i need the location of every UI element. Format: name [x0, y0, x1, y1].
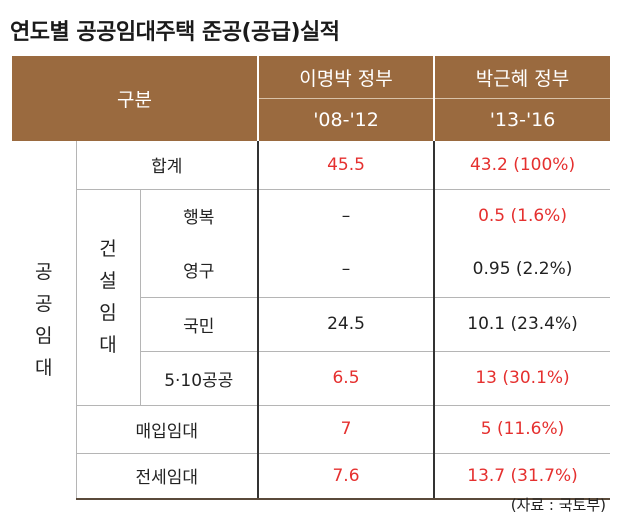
table-row-national: 국민 24.5 10.1 (23.4%)	[12, 296, 611, 351]
cell-total-gov2: 43.2 (100%)	[433, 141, 611, 189]
cell-purchase-gov1: 7	[257, 404, 435, 453]
header-row-2: '08-'12 '13-'16	[12, 98, 611, 141]
page-title: 연도별 공공임대주택 준공(공급)실적	[10, 20, 340, 45]
row-label-public510: 5·10공공	[140, 350, 259, 405]
table-row-perm: 영구 – 0.95 (2.2%)	[12, 242, 611, 297]
cell-total-gov1: 45.5	[257, 141, 435, 189]
cell-public510-gov2: 13 (30.1%)	[433, 350, 611, 405]
row-label-national: 국민	[140, 296, 259, 351]
row-label-jeonse: 전세임대	[76, 452, 259, 500]
cell-happy-gov2: 0.5 (1.6%)	[433, 188, 611, 242]
cell-jeonse-gov1: 7.6	[257, 452, 435, 500]
header-gov1-name: 이명박 정부	[257, 56, 435, 99]
row-label-perm: 영구	[183, 261, 215, 282]
cell-perm-gov2: 0.95 (2.2%)	[433, 242, 611, 297]
row-label-happy: 행복	[140, 188, 259, 242]
table-row-purchase: 매입임대 7 5 (11.6%)	[12, 404, 611, 453]
header-row-1: 구분 이명박 정부 박근혜 정부	[12, 56, 611, 141]
row-label-purchase: 매입임대	[76, 404, 259, 453]
cell-happy-gov1: –	[257, 188, 435, 242]
header-gov1-period: '08-'12	[257, 98, 435, 141]
cell-jeonse-gov2: 13.7 (31.7%)	[433, 452, 611, 500]
cell-perm-gov1: –	[257, 242, 435, 297]
cell-purchase-gov2: 5 (11.6%)	[433, 404, 611, 453]
cell-national-gov1: 24.5	[257, 296, 435, 351]
header-gov2-name: 박근혜 정부	[433, 56, 611, 99]
row-label-total: 합계	[151, 157, 183, 178]
table-row-public510: 5·10공공 6.5 13 (30.1%)	[12, 350, 611, 405]
source-note: (자료 : 국토부)	[510, 496, 606, 514]
header-category: 구분	[12, 56, 259, 141]
cell-national-gov2: 10.1 (23.4%)	[433, 296, 611, 351]
header-gov2-period: '13-'16	[433, 98, 611, 141]
cell-public510-gov1: 6.5	[257, 350, 435, 405]
table-row-jeonse: 전세임대 7.6 13.7 (31.7%)	[12, 452, 611, 500]
